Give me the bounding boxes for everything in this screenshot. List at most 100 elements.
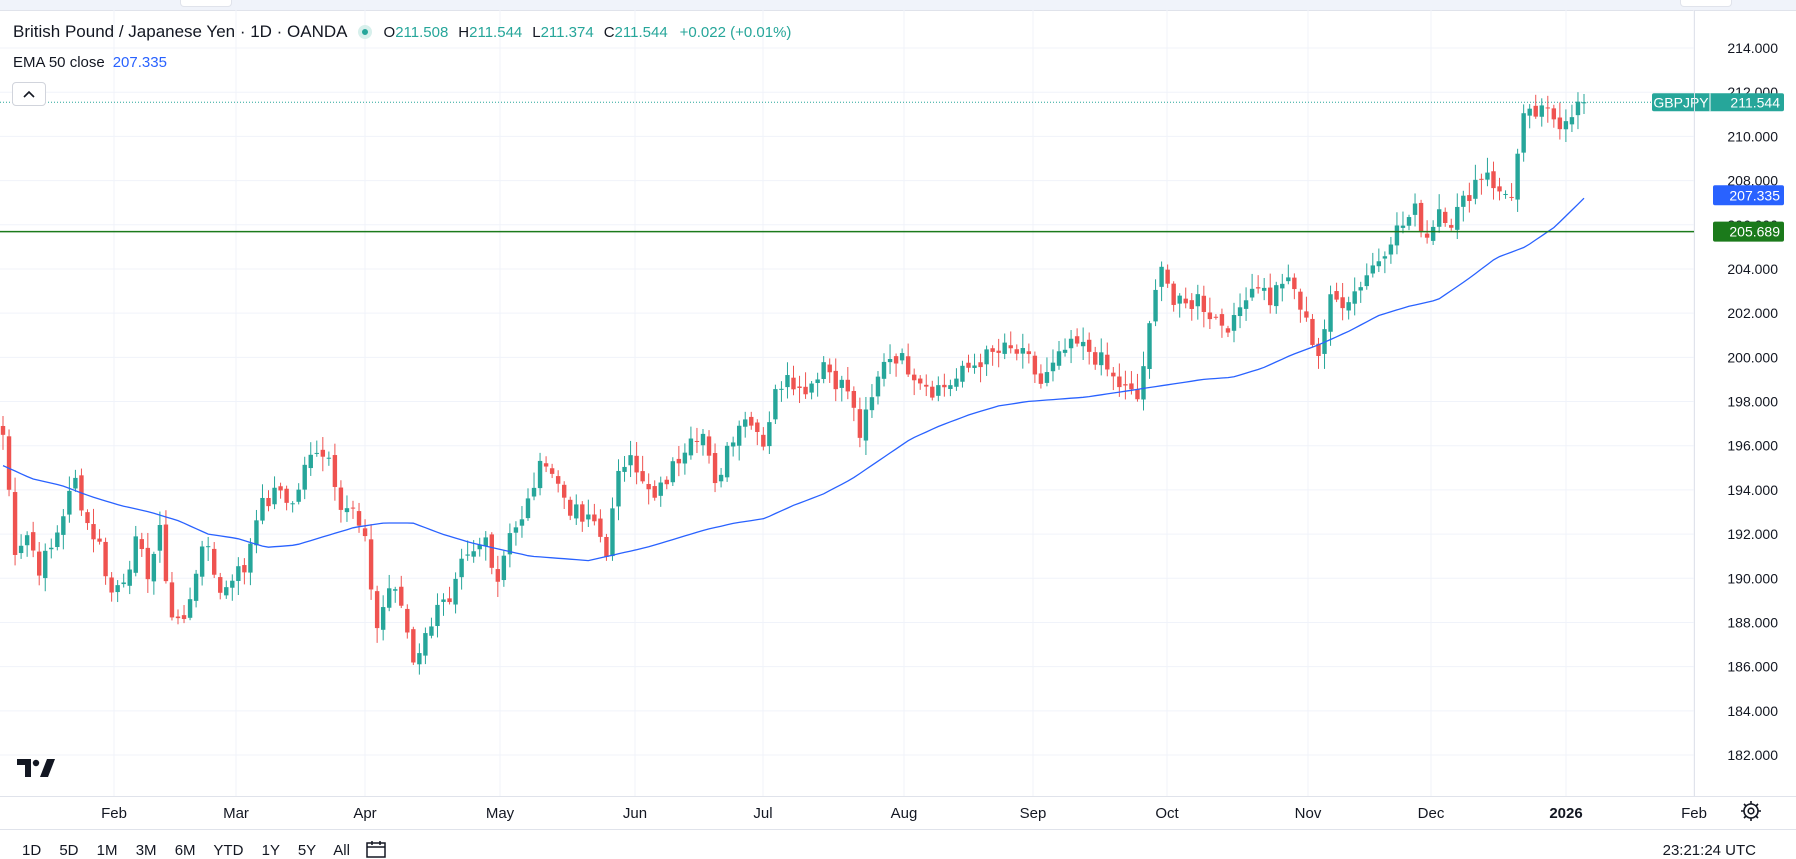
candle-body[interactable] [326, 457, 332, 459]
candle-body[interactable] [1129, 383, 1134, 390]
candle-body[interactable] [1346, 302, 1351, 311]
candle-body[interactable] [272, 487, 277, 505]
candle-body[interactable] [103, 541, 108, 577]
candle-body[interactable] [839, 379, 844, 388]
candle-body[interactable] [97, 538, 102, 542]
top-tab[interactable] [1680, 0, 1732, 7]
candle-body[interactable] [972, 365, 977, 368]
candle-body[interactable] [1406, 217, 1412, 226]
candle-body[interactable] [1503, 193, 1508, 195]
candle-body[interactable] [730, 442, 736, 447]
candle-body[interactable] [465, 554, 470, 556]
candle-body[interactable] [821, 362, 826, 379]
candle-body[interactable] [133, 536, 138, 573]
candle-body[interactable] [513, 527, 519, 533]
candle-body[interactable] [918, 378, 923, 384]
candle-body[interactable] [924, 384, 929, 387]
candle-body[interactable] [930, 386, 935, 398]
candle-body[interactable] [1394, 225, 1400, 246]
candle-body[interactable] [417, 653, 422, 665]
candle-body[interactable] [809, 383, 814, 393]
market-status-icon[interactable] [357, 25, 372, 39]
candle-body[interactable] [193, 573, 199, 601]
candle-body[interactable] [616, 470, 621, 507]
candle-body[interactable] [658, 482, 663, 496]
candle-body[interactable] [356, 511, 362, 526]
candle-body[interactable] [779, 388, 784, 390]
candle-body[interactable] [1436, 209, 1442, 227]
candle-body[interactable] [622, 466, 627, 472]
candle-body[interactable] [91, 524, 96, 540]
candle-body[interactable] [0, 425, 6, 435]
candle-body[interactable] [1310, 318, 1315, 345]
candle-body[interactable] [1569, 117, 1575, 125]
candle-body[interactable] [242, 565, 247, 573]
candle-body[interactable] [1418, 202, 1424, 232]
candle-body[interactable] [43, 550, 48, 579]
candle-body[interactable] [1563, 121, 1569, 130]
candle-body[interactable] [1358, 287, 1363, 291]
candle-body[interactable] [459, 558, 464, 578]
candle-body[interactable] [1424, 233, 1430, 238]
candle-body[interactable] [1080, 341, 1086, 347]
candle-body[interactable] [869, 397, 875, 411]
candle-body[interactable] [109, 577, 114, 593]
candle-body[interactable] [1093, 352, 1098, 365]
candle-body[interactable] [411, 629, 416, 663]
candle-body[interactable] [634, 455, 639, 473]
candle-body[interactable] [236, 566, 241, 581]
candle-body[interactable] [592, 514, 597, 522]
candle-body[interactable] [1509, 196, 1514, 198]
candle-body[interactable] [1213, 316, 1219, 318]
candle-body[interactable] [49, 547, 54, 550]
candle-body[interactable] [1551, 108, 1557, 120]
candle-body[interactable] [1497, 186, 1502, 192]
candle-body[interactable] [266, 497, 271, 507]
candle-body[interactable] [1545, 107, 1550, 109]
candle-body[interactable] [676, 458, 682, 464]
candle-body[interactable] [1255, 287, 1261, 289]
candle-body[interactable] [604, 536, 609, 557]
candle-body[interactable] [169, 582, 175, 618]
candle-body[interactable] [1533, 105, 1538, 117]
candle-body[interactable] [1473, 179, 1478, 199]
candle-body[interactable] [284, 488, 289, 503]
candle-body[interactable] [37, 551, 42, 576]
candle-body[interactable] [543, 463, 549, 467]
candle-body[interactable] [1581, 102, 1587, 104]
candle-body[interactable] [984, 349, 989, 365]
candle-body[interactable] [73, 477, 78, 489]
candle-body[interactable] [767, 422, 772, 447]
candle-body[interactable] [1491, 171, 1496, 189]
candle-body[interactable] [127, 569, 132, 586]
candle-body[interactable] [308, 454, 313, 469]
candle-body[interactable] [791, 377, 796, 390]
symbol-title[interactable]: British Pound / Japanese Yen · 1D · OAND… [13, 22, 348, 41]
candle-body[interactable] [1201, 295, 1207, 312]
candle-body[interactable] [1479, 178, 1484, 180]
candle-body[interactable] [115, 585, 120, 593]
candle-body[interactable] [1334, 291, 1339, 300]
candle-body[interactable] [254, 520, 259, 546]
candle-body[interactable] [942, 384, 947, 388]
candle-body[interactable] [386, 588, 392, 608]
candle-body[interactable] [1352, 291, 1357, 304]
candle-body[interactable] [978, 362, 983, 368]
candle-body[interactable] [1400, 225, 1406, 228]
candle-body[interactable] [489, 534, 494, 568]
candle-body[interactable] [151, 553, 157, 582]
candle-body[interactable] [507, 533, 513, 555]
candle-body[interactable] [881, 361, 887, 379]
candle-body[interactable] [1068, 338, 1074, 349]
candle-body[interactable] [664, 479, 669, 485]
candle-body[interactable] [1455, 206, 1460, 230]
candle-body[interactable] [1261, 287, 1267, 291]
candle-body[interactable] [1237, 307, 1243, 317]
candle-body[interactable] [1111, 372, 1116, 377]
candle-body[interactable] [1032, 355, 1038, 375]
candle-body[interactable] [175, 616, 181, 619]
candle-body[interactable] [453, 578, 458, 605]
candle-body[interactable] [1243, 300, 1249, 309]
candle-body[interactable] [688, 438, 694, 456]
